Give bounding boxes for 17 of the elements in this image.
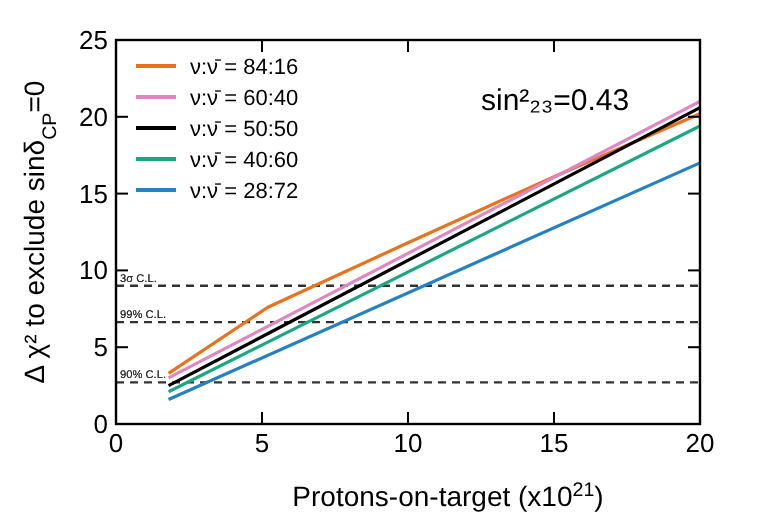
- legend-label: ν:ν̄ = 60:40: [190, 87, 299, 111]
- x-tick-label: 20: [685, 428, 715, 458]
- x-axis-title: Protons-on-target (x10$^{21}$): [292, 479, 604, 512]
- y-tick-label: 5: [93, 332, 108, 363]
- legend-label: ν:ν̄ = 84:16: [190, 56, 299, 80]
- y-tick-label: 10: [79, 255, 108, 286]
- y-tick-label: 25: [79, 25, 108, 55]
- x-tick-label: 5: [254, 428, 270, 458]
- legend-label: ν:ν̄ = 40:60: [190, 149, 299, 173]
- legend-label: ν:ν̄ = 28:72: [190, 180, 299, 204]
- y-tick-label: 15: [79, 178, 108, 209]
- y-tick-label: 0: [93, 409, 108, 439]
- x-tick-label: 15: [539, 428, 569, 458]
- annotation: sin²₂₃=0.43: [481, 84, 630, 118]
- y-tick-label: 20: [79, 101, 108, 132]
- legend-label: ν:ν̄ = 50:50: [190, 118, 299, 142]
- x-tick-label: 10: [393, 428, 423, 458]
